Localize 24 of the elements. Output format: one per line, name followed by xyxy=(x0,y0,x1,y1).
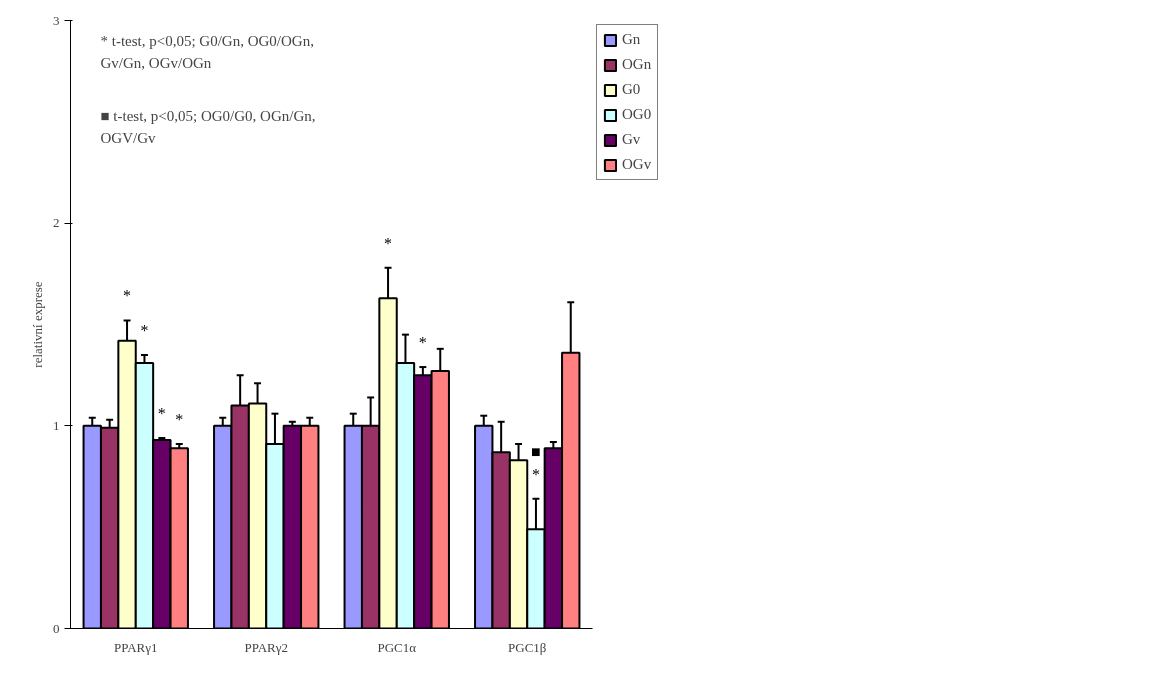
annotation: ■ t-test, p<0,05; OG0/G0, OGn/Gn, OGV/Gv xyxy=(100,107,316,146)
x-tick-label: PGC1β xyxy=(508,639,547,655)
data-label: * xyxy=(157,404,166,422)
y-axis-title: relativní exprese xyxy=(30,281,45,368)
annotation: * t-test, p<0,05; G0/Gn, OG0/OGn, Gv/Gn, OGv/OGn xyxy=(100,32,314,71)
y-tick-label: 3 xyxy=(53,12,60,28)
x-tick-label: PPARγ2 xyxy=(244,639,289,655)
data-label: ■ * xyxy=(531,443,541,483)
legend-label: Gn xyxy=(622,31,642,48)
y-tick-label: 1 xyxy=(53,417,60,433)
legend-label: OG0 xyxy=(622,106,652,123)
data-label: * xyxy=(175,410,184,428)
x-tick-label: PPARγ1 xyxy=(113,639,158,655)
legend-label: G0 xyxy=(622,81,642,98)
y-tick-label: 0 xyxy=(53,620,60,636)
x-tick-label: PGC1α xyxy=(377,639,417,655)
y-tick-label: 2 xyxy=(53,215,60,231)
legend-label: OGv xyxy=(622,156,652,173)
legend-label: OGn xyxy=(622,56,652,73)
data-label: * xyxy=(123,287,132,305)
data-label: * xyxy=(418,333,427,351)
data-label: * xyxy=(140,321,149,339)
legend-label: Gv xyxy=(622,131,642,148)
data-label: * xyxy=(384,234,393,252)
